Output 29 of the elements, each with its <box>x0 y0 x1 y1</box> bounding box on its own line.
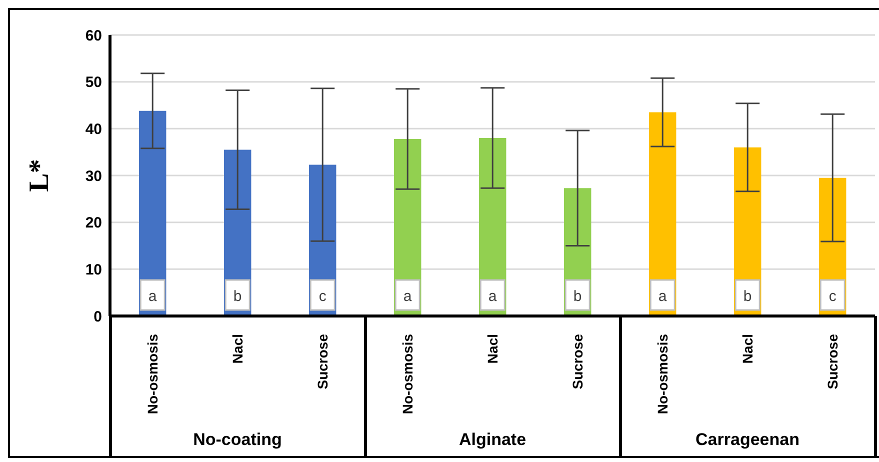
x-tick-label: Sucrose <box>314 334 330 390</box>
text: No-coating <box>193 430 282 449</box>
y-tick-label: 30 <box>85 168 102 185</box>
y-tick-label: 10 <box>85 261 102 278</box>
text: Alginate <box>458 430 526 449</box>
x-tick-label: No-osmosis <box>400 334 416 414</box>
data-label: a <box>148 288 158 305</box>
data-label: a <box>403 288 412 305</box>
x-tick-label: Nacl <box>740 334 756 364</box>
x-tick-label: No-osmosis <box>654 334 670 414</box>
y-tick-label: 20 <box>85 214 102 232</box>
data-label: c <box>318 288 327 305</box>
text: Carrageenan <box>696 430 800 449</box>
data-label: a <box>488 288 498 305</box>
data-label: c <box>828 288 837 305</box>
data-label: b <box>233 288 242 305</box>
x-tick-label: Nacl <box>230 334 246 364</box>
data-label: b <box>743 288 752 305</box>
y-tick-label: 50 <box>85 74 102 92</box>
y-tick-label: 0 <box>94 308 102 326</box>
data-label: b <box>573 288 582 305</box>
x-tick-label: No-osmosis <box>144 334 160 414</box>
y-axis-title: L* <box>24 159 55 192</box>
data-label: a <box>658 288 668 305</box>
y-tick-label: 60 <box>85 27 102 44</box>
x-tick-label: Nacl <box>484 334 500 364</box>
x-tick-label: Sucrose <box>570 334 586 390</box>
y-tick-label: 40 <box>85 120 102 138</box>
x-tick-label: Sucrose <box>824 334 840 390</box>
